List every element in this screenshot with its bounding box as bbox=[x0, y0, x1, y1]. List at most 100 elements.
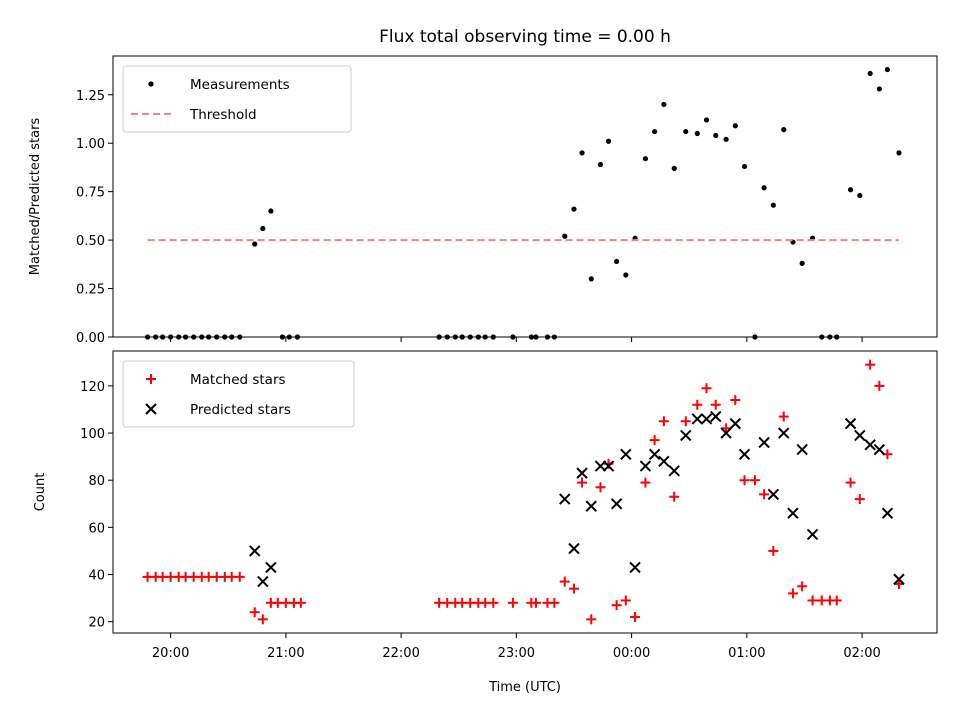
measurement-point bbox=[661, 101, 667, 108]
predicted-star-point bbox=[758, 436, 770, 449]
measurement-point bbox=[703, 117, 710, 123]
x-tick-label: 22:00 bbox=[382, 646, 419, 661]
measurement-point bbox=[761, 185, 767, 191]
matched-star-point bbox=[295, 597, 306, 608]
predicted-star-point bbox=[648, 448, 661, 460]
measurement-point bbox=[896, 150, 902, 156]
legend-label: Predicted stars bbox=[190, 402, 291, 418]
matched-star-point bbox=[874, 380, 885, 391]
x-tick-label: 02:00 bbox=[843, 646, 880, 661]
matched-star-point bbox=[730, 395, 741, 406]
matched-star-point bbox=[586, 614, 597, 625]
matched-star-point bbox=[595, 482, 606, 493]
predicted-star-point bbox=[720, 427, 732, 439]
predicted-star-point bbox=[680, 429, 692, 442]
plot-frame bbox=[112, 55, 938, 338]
matched-star-point bbox=[507, 597, 518, 608]
matched-star-point bbox=[768, 545, 779, 556]
matched-star-point bbox=[620, 595, 631, 606]
legend-box bbox=[122, 360, 355, 428]
measurement-point bbox=[605, 138, 612, 144]
predicted-star-point bbox=[576, 467, 588, 479]
measurement-point bbox=[642, 156, 649, 162]
measurement-point bbox=[252, 241, 258, 247]
matched-star-point bbox=[739, 475, 750, 486]
matched-star-point bbox=[568, 583, 579, 594]
matched-star-point bbox=[640, 477, 651, 488]
matched-star-point bbox=[577, 477, 588, 488]
predicted-star-point bbox=[691, 413, 703, 425]
matched-star-point bbox=[658, 416, 669, 427]
measurement-point bbox=[597, 161, 604, 168]
measurement-point bbox=[723, 136, 729, 142]
predicted-star-point bbox=[729, 417, 742, 430]
measurement-point bbox=[579, 150, 585, 156]
measurement-point bbox=[781, 127, 787, 133]
x-tick-label: 20:00 bbox=[152, 646, 189, 661]
predicted-star-point bbox=[738, 448, 751, 460]
matched-star-point bbox=[669, 491, 680, 502]
predicted-star-point bbox=[710, 410, 722, 423]
plot-frame bbox=[112, 350, 938, 634]
matched-star-point bbox=[234, 571, 245, 582]
predicted-star-point bbox=[881, 507, 894, 519]
matched-star-point bbox=[854, 494, 865, 505]
y-tick-label: 40 bbox=[88, 569, 105, 584]
matched-star-point bbox=[845, 477, 856, 488]
predicted-star-point bbox=[265, 561, 277, 574]
predicted-star-point bbox=[639, 460, 652, 472]
measurement-point bbox=[884, 66, 891, 73]
legend-box bbox=[122, 65, 352, 133]
matched-star-point bbox=[530, 597, 541, 608]
matched-star-point bbox=[692, 399, 703, 410]
legend: Matched stars Predicted stars bbox=[122, 360, 355, 428]
predicted-star-point bbox=[257, 575, 269, 588]
measurement-point bbox=[741, 163, 748, 170]
matched-star-point bbox=[787, 588, 798, 599]
predicted-star-point bbox=[767, 488, 780, 501]
matched-star-point bbox=[701, 383, 712, 394]
measurement-point bbox=[614, 258, 620, 265]
measurement-point bbox=[652, 128, 658, 135]
predicted-star-point bbox=[610, 498, 623, 510]
predicted-star-point bbox=[602, 460, 615, 472]
predicted-star-point bbox=[864, 439, 876, 451]
measurement-point bbox=[847, 187, 854, 193]
predicted-star-point bbox=[658, 455, 670, 468]
chart-title: Flux total observing time = 0.00 h bbox=[379, 27, 671, 47]
measurement-point bbox=[770, 202, 776, 208]
x-tick-label: 21:00 bbox=[267, 646, 304, 661]
matched-star-point bbox=[865, 359, 876, 370]
predicted-star-point bbox=[629, 561, 641, 574]
x-tick-label: 01:00 bbox=[728, 646, 765, 661]
measurement-point bbox=[867, 70, 873, 77]
x-tick-label: 00:00 bbox=[613, 646, 650, 661]
predicted-star-point bbox=[668, 465, 680, 477]
matched-star-point bbox=[759, 489, 770, 500]
predicted-star-point bbox=[806, 528, 819, 541]
measurement-point bbox=[876, 86, 882, 92]
matched-star-point bbox=[831, 595, 842, 606]
matched-star-point bbox=[749, 475, 760, 486]
y-tick-label: 1.25 bbox=[76, 89, 105, 104]
legend-label: Threshold bbox=[189, 107, 257, 123]
y-tick-label: 0.75 bbox=[76, 186, 105, 201]
matched-star-point bbox=[488, 597, 499, 608]
measurement-point bbox=[571, 206, 577, 212]
legend-marker bbox=[148, 81, 154, 87]
legend-marker bbox=[146, 374, 156, 384]
predicted-star-point bbox=[873, 443, 886, 456]
measurement-point bbox=[799, 260, 805, 266]
y-tick-label: 60 bbox=[88, 521, 105, 536]
y-axis-label: Matched/Predicted stars bbox=[28, 118, 43, 276]
predicted-star-point bbox=[893, 573, 905, 585]
matched-star-point bbox=[257, 614, 268, 625]
matched-star-point bbox=[549, 597, 560, 608]
predicted-star-point bbox=[844, 417, 857, 430]
y-tick-label: 100 bbox=[80, 427, 105, 442]
legend-label: Measurements bbox=[190, 77, 290, 93]
predicted-star-point bbox=[787, 507, 799, 519]
measurement-point bbox=[588, 276, 594, 282]
measurement-point bbox=[683, 128, 689, 135]
